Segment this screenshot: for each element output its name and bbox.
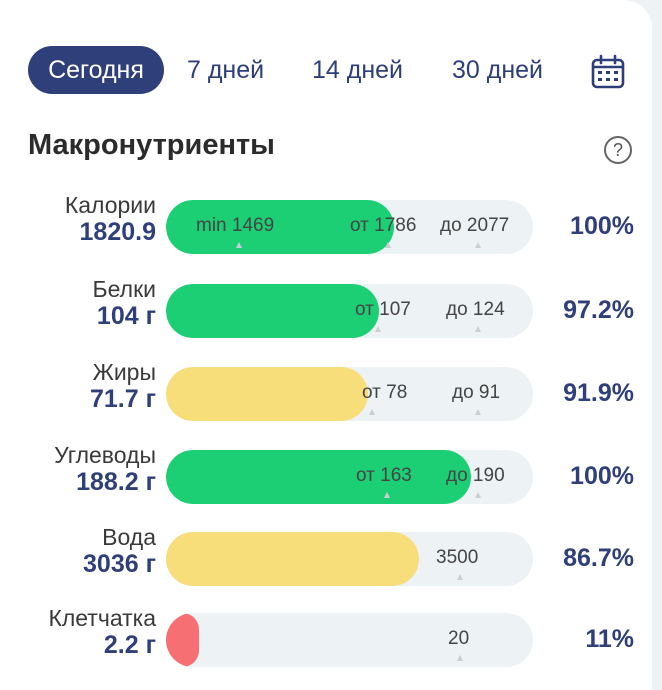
nutrient-row-calories: Калории 1820.9 min 1469 от 1786 до 2077 … — [0, 192, 662, 254]
nutrient-name: Калории — [64, 192, 156, 218]
nutrient-value: 188.2 г — [76, 468, 156, 496]
marker-tick — [236, 242, 242, 248]
tab-today[interactable]: Сегодня — [28, 46, 164, 94]
period-tabs: Сегодня 7 дней 14 дней 30 дней — [28, 46, 652, 96]
marker-tick — [475, 409, 481, 415]
section-title: Макронутриенты — [28, 129, 275, 161]
to-marker-label: до 124 — [446, 299, 505, 320]
marker-tick — [375, 326, 381, 332]
nutrient-name: Жиры — [92, 359, 156, 385]
marker-tick — [475, 492, 481, 498]
tab-14-days[interactable]: 14 дней — [312, 56, 404, 84]
nutrient-row-fiber: Клетчатка 2.2 г 20 11% — [0, 605, 662, 667]
nutrient-value: 104 г — [96, 302, 156, 330]
nutrient-label: Жиры 71.7 г — [90, 359, 156, 413]
marker-tick — [369, 409, 375, 415]
from-marker-label: от 78 — [362, 382, 408, 403]
min-marker-label: min 1469 — [196, 215, 275, 236]
help-icon[interactable]: ? — [604, 136, 632, 164]
nutrient-label: Калории 1820.9 — [65, 192, 156, 246]
nutrient-name: Вода — [102, 524, 156, 550]
nutrient-name: Клетчатка — [48, 605, 156, 631]
progress-track: от 78 до 91 — [166, 367, 533, 421]
nutrient-label: Углеводы 188.2 г — [54, 442, 156, 496]
nutrient-name: Белки — [92, 276, 156, 302]
progress-fill — [166, 200, 394, 254]
to-marker-label: до 91 — [452, 382, 501, 403]
target-marker-label: 3500 — [436, 547, 479, 568]
tab-7-days[interactable]: 7 дней — [187, 56, 265, 84]
marker-tick — [475, 326, 481, 332]
marker-tick — [457, 574, 463, 580]
nutrient-value: 3036 г — [83, 550, 156, 578]
progress-track: от 107 до 124 — [166, 284, 533, 338]
nutrient-row-protein: Белки 104 г от 107 до 124 97.2% — [0, 276, 662, 338]
nutrient-percent: 11% — [585, 625, 634, 653]
nutrient-percent: 100% — [570, 462, 634, 490]
to-marker-label: до 190 — [446, 465, 505, 486]
nutrient-label: Клетчатка 2.2 г — [48, 605, 156, 659]
nutrient-percent: 97.2% — [563, 296, 634, 324]
progress-track: 20 — [166, 613, 533, 667]
to-marker-label: до 2077 — [440, 215, 510, 236]
progress-track: min 1469 от 1786 до 2077 — [166, 200, 533, 254]
nutrient-row-water: Вода 3036 г 3500 86.7% — [0, 524, 662, 586]
progress-fill — [166, 367, 368, 421]
tab-30-days[interactable]: 30 дней — [452, 56, 544, 84]
progress-fill — [166, 532, 420, 586]
nutrient-row-carbs: Углеводы 188.2 г от 163 до 190 100% — [0, 442, 662, 504]
marker-tick — [457, 655, 463, 661]
nutrient-label: Вода 3036 г — [83, 524, 156, 578]
marker-tick — [384, 492, 390, 498]
nutrient-percent: 86.7% — [563, 544, 634, 572]
nutrient-percent: 100% — [570, 212, 634, 240]
progress-fill — [166, 284, 379, 338]
from-marker-label: от 163 — [356, 465, 412, 486]
nutrient-value: 1820.9 — [79, 218, 156, 246]
nutrient-name: Углеводы — [54, 442, 156, 468]
calendar-icon[interactable] — [590, 54, 626, 90]
marker-tick — [385, 242, 391, 248]
marker-tick — [475, 242, 481, 248]
progress-track: от 163 до 190 — [166, 450, 533, 504]
nutrient-row-fat: Жиры 71.7 г от 78 до 91 91.9% — [0, 359, 662, 421]
from-marker-label: от 1786 — [350, 215, 417, 236]
nutrient-label: Белки 104 г — [93, 276, 156, 330]
progress-fill — [166, 613, 200, 667]
from-marker-label: от 107 — [355, 299, 411, 320]
progress-fill — [166, 450, 471, 504]
nutrient-percent: 91.9% — [563, 379, 634, 407]
progress-track: 3500 — [166, 532, 533, 586]
nutrient-value: 71.7 г — [89, 385, 156, 413]
target-marker-label: 20 — [448, 628, 470, 649]
nutrient-value: 2.2 г — [103, 631, 156, 659]
